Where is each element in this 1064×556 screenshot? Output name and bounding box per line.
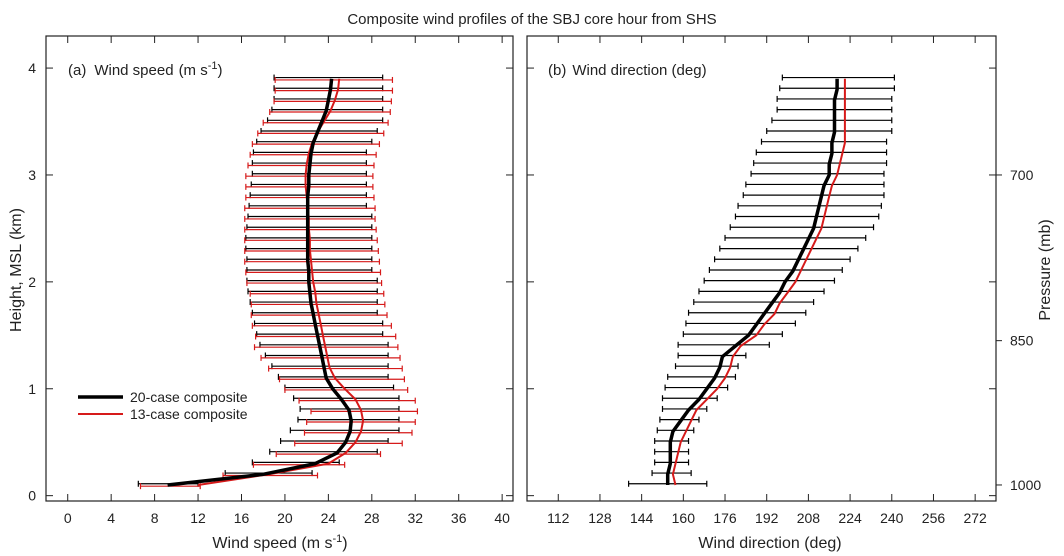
x-tick-label: 36 — [451, 510, 467, 526]
panel-a-xlabel-text: Wind speed (m s — [212, 535, 332, 552]
panel-a-label: (a) — [68, 62, 86, 79]
x-tick-label: 160 — [672, 510, 696, 526]
x-tick-label: 4 — [107, 510, 115, 526]
x-tick-label: 144 — [630, 510, 654, 526]
x-tick-label: 28 — [364, 510, 380, 526]
panel-a-xlabel: Wind speed (m s-1) — [212, 533, 347, 552]
legend: 20-case composite 13-case composite — [78, 389, 248, 422]
x-tick-label: 176 — [713, 510, 737, 526]
panel-a-wind-speed: (a) Wind speed (m s-1) 0 4 8 12 16 20 24 28 32 36 40… — [8, 35, 514, 552]
panel-a-errorbars — [137, 74, 419, 490]
panel-b-lines — [665, 78, 846, 486]
x-tick-label: 12 — [190, 510, 206, 526]
x-tick-label: 256 — [922, 510, 946, 526]
legend-label-20case: 20-case composite — [130, 389, 248, 405]
x-tick-label: 16 — [234, 510, 250, 526]
x-tick-label: 24 — [321, 510, 337, 526]
panel-b-errorbars — [628, 74, 895, 487]
line-13case-composite — [671, 78, 846, 486]
panel-a-ylabel: Height, MSL (km) — [8, 208, 25, 332]
line-13case-composite — [197, 78, 365, 486]
panel-b-label: (b) — [548, 62, 566, 79]
panel-b-title-text: Wind direction (deg) — [572, 62, 706, 79]
panel-a-xlabel-sup: -1 — [332, 533, 342, 545]
y2-tick-label: 850 — [1010, 333, 1034, 349]
panel-a-xlabel-end: ) — [342, 535, 347, 552]
x-tick-label: 20 — [277, 510, 293, 526]
y2-tick-label: 1000 — [1010, 477, 1041, 493]
panel-b-axes: 112 128 144 160 176 192 208 224 240 256 272 700 850 1… — [527, 36, 1041, 526]
panel-a-lines — [167, 78, 365, 487]
x-tick-label: 8 — [151, 510, 159, 526]
x-tick-label: 40 — [494, 510, 510, 526]
panel-b-wind-direction: (b) Wind direction (deg) 112 128 144 160 176 1… — [526, 35, 1054, 552]
x-tick-label: 272 — [963, 510, 987, 526]
panel-a-unit-sup: -1 — [208, 60, 218, 72]
y-tick-label: 3 — [28, 167, 36, 183]
panel-a-frame — [45, 35, 514, 502]
x-tick-label: 240 — [880, 510, 904, 526]
panel-b-frame — [526, 35, 997, 502]
x-tick-label: 192 — [755, 510, 779, 526]
y-tick-label: 1 — [28, 381, 36, 397]
legend-label-13case: 13-case composite — [130, 406, 248, 422]
panel-b-y2label: Pressure (mb) — [1037, 219, 1054, 320]
x-tick-label: 208 — [797, 510, 821, 526]
line-20case-composite — [665, 78, 839, 485]
x-tick-label: 32 — [407, 510, 423, 526]
panel-b-title: (b) Wind direction (deg) — [548, 62, 707, 79]
line-20case-composite — [167, 78, 353, 487]
y2-tick-label: 700 — [1010, 167, 1034, 183]
panel-a-unit: (m s — [179, 62, 208, 79]
y-tick-label: 0 — [28, 488, 36, 504]
x-tick-label: 224 — [838, 510, 862, 526]
figure-title: Composite wind profiles of the SBJ core … — [347, 11, 716, 28]
panel-a-title-text: Wind speed — [94, 62, 173, 79]
x-tick-label: 112 — [547, 510, 570, 526]
panel-a-unit-end: ) — [218, 62, 223, 79]
x-tick-label: 0 — [64, 510, 72, 526]
panel-b-xlabel: Wind direction (deg) — [698, 535, 841, 552]
y-tick-label: 2 — [28, 274, 36, 290]
x-tick-label: 128 — [588, 510, 612, 526]
panel-a-title: (a) Wind speed (m s-1) — [68, 60, 223, 79]
y-tick-label: 4 — [28, 60, 36, 76]
